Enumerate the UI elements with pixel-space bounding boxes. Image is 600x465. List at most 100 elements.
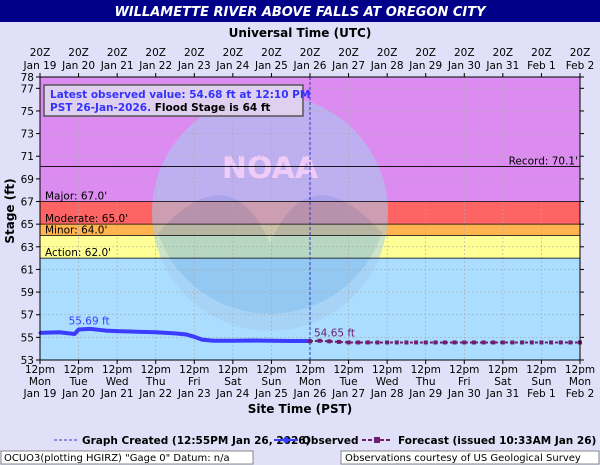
gridlines: [39, 76, 581, 361]
x-tick-weekday: Tue: [339, 376, 358, 388]
observed-point: [192, 335, 196, 339]
x-tick-weekday: Thu: [145, 376, 166, 388]
y-tick-label: 55: [21, 332, 34, 344]
forecast-point: [491, 340, 496, 345]
info-box-frame: [43, 84, 304, 117]
x-tick-date: Jan 24: [215, 388, 249, 400]
chart-title: WILLAMETTE RIVER ABOVE FALLS AT OREGON C…: [114, 5, 487, 20]
y-tick-label: 57: [21, 310, 34, 322]
observed-point: [185, 333, 189, 337]
forecast-point: [462, 340, 467, 345]
forecast-point: [481, 340, 486, 345]
forecast-point: [346, 340, 351, 345]
action-label: Action: 62.0': [45, 247, 111, 259]
top-tick-time: 20Z: [300, 47, 321, 59]
observed-point: [57, 330, 61, 334]
forecast-point: [558, 340, 563, 345]
legend-observed-label: Observed: [302, 435, 358, 447]
forecast-point: [317, 338, 322, 343]
x-tick-date: Jan 23: [177, 388, 211, 400]
forecast-point: [500, 340, 505, 345]
x-axis-title: Site Time (PST): [248, 402, 353, 416]
x-tick-time: 12pm: [256, 364, 286, 376]
noaa-watermark-text: NOAA: [222, 151, 319, 186]
footer-right: Observations courtesy of US Geological S…: [345, 453, 581, 464]
top-tick-date: Jan 31: [485, 60, 519, 72]
observed-point: [289, 339, 293, 343]
minor-label: Minor: 64.0': [45, 224, 107, 236]
series-layer: 55.69 ft 54.65 ft: [38, 316, 582, 345]
x-tick-time: 12pm: [411, 364, 441, 376]
y-axis-title: Stage (ft): [3, 178, 17, 243]
forecast-point: [308, 339, 312, 344]
x-tick-date: Jan 20: [61, 388, 95, 400]
flood-category-lines: Record: 70.1' Major: 67.0' Moderate: 65.0'…: [40, 77, 580, 360]
forecast-point: [520, 340, 525, 345]
forecast-point: [549, 340, 554, 345]
x-tick-date: Jan 30: [447, 388, 481, 400]
x-tick-date: Jan 27: [331, 388, 365, 400]
x-tick-time: 12pm: [102, 364, 132, 376]
observed-point: [77, 328, 81, 332]
x-tick-weekday: Sun: [261, 376, 281, 388]
x-tick-weekday: Mon: [29, 376, 51, 388]
top-tick-time: 20Z: [107, 47, 128, 59]
observed-point: [250, 339, 254, 343]
y-tick-label: 78: [21, 72, 34, 84]
forecast-point: [365, 340, 370, 345]
observed-point: [231, 339, 235, 343]
forecast-point: [423, 340, 428, 345]
observed-point: [200, 338, 204, 342]
top-tick-time: 20Z: [570, 47, 591, 59]
x-tick-time: 12pm: [25, 364, 55, 376]
forecast-point: [327, 339, 332, 344]
top-tick-time: 20Z: [493, 47, 514, 59]
info-line-1: Latest observed value: 54.68 ft at 12:10…: [50, 89, 310, 101]
forecast-point: [336, 339, 341, 344]
latest-observed-box: Latest observed value: 54.68 ft at 12:10…: [43, 84, 310, 117]
observed-point: [212, 339, 216, 343]
forecast-point: [385, 340, 390, 345]
y-tick-label: 61: [21, 264, 34, 276]
observed-point: [173, 331, 177, 335]
x-tick-date: Jan 28: [370, 388, 404, 400]
observed-point: [154, 330, 158, 334]
y-tick-label: 59: [21, 287, 34, 299]
forecast-point: [356, 340, 361, 345]
x-tick-time: 12pm: [218, 364, 248, 376]
forecast-point: [452, 340, 457, 345]
observed-point: [88, 327, 92, 331]
top-tick-time: 20Z: [454, 47, 475, 59]
legend-forecast-label: Forecast (issued 10:33AM Jan 26): [398, 435, 596, 447]
x-tick-date: Jan 19: [23, 388, 57, 400]
y-tick-label: 63: [21, 242, 34, 254]
top-tick-date: Jan 22: [138, 60, 172, 72]
top-tick-time: 20Z: [531, 47, 552, 59]
top-tick-time: 20Z: [415, 47, 436, 59]
forecast-point: [404, 340, 409, 345]
x-tick-time: 12pm: [179, 364, 209, 376]
top-tick-date: Feb 1: [527, 60, 556, 72]
top-tick-time: 20Z: [30, 47, 51, 59]
y-tick-label: 69: [21, 174, 34, 186]
top-tick-date: Jan 29: [408, 60, 442, 72]
top-tick-date: Jan 21: [100, 60, 134, 72]
title-bar: [0, 0, 600, 22]
info-line-2: PST 26-Jan-2026. Flood Stage is 64 ft: [50, 102, 270, 114]
forecast-point: [414, 340, 419, 345]
y-tick-label: 73: [21, 129, 34, 141]
major-label: Major: 67.0': [45, 191, 107, 203]
top-tick-time: 20Z: [68, 47, 89, 59]
footer-right-box: [340, 450, 600, 465]
top-tick-time: 20Z: [338, 47, 359, 59]
forecast-point: [529, 340, 534, 345]
x-tick-date: Feb 2: [566, 388, 595, 400]
noaa-watermark: NOAA: [152, 94, 388, 331]
footer-left: OCUO3(plotting HGIRZ) "Gage 0" Datum: n/…: [4, 453, 230, 464]
top-tick-date: Feb 2: [566, 60, 595, 72]
x-tick-weekday: Sat: [494, 376, 511, 388]
y-tick-label: 53: [21, 355, 34, 367]
